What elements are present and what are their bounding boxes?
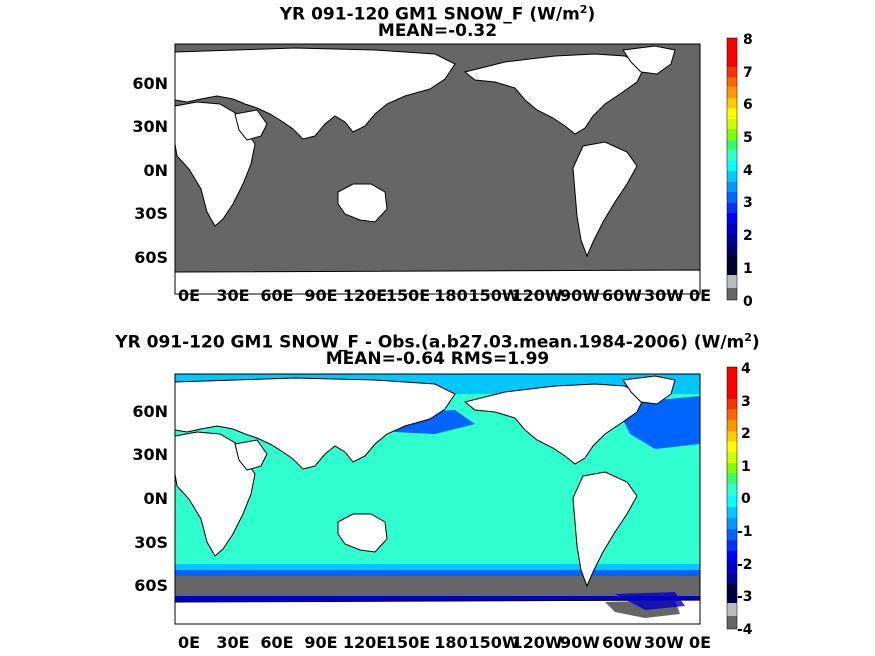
panel1-title: YR 091-120 GM1 SNOW_F (W/m2)	[279, 3, 596, 25]
lon-label: 30W	[644, 286, 684, 305]
lat-label: 60N	[132, 402, 168, 421]
colorbar-tick: 6	[743, 97, 753, 113]
colorbar-tick: 3	[743, 195, 753, 211]
lon-label: 120E	[343, 633, 387, 652]
panel1-colorbar-ticks: 8 7 6 5 4 3 2 1 0	[743, 32, 753, 310]
colorbar-tick: 0	[743, 294, 753, 310]
lon-label: 90E	[304, 633, 337, 652]
lon-label: 30W	[644, 633, 684, 652]
lon-label: 150E	[386, 633, 430, 652]
lon-label: 30E	[216, 286, 249, 305]
colorbar-tick: 4	[743, 163, 753, 179]
lon-label: 0E	[689, 633, 711, 652]
panel1-lon-labels: 0E 30E 60E 90E 120E 150E 180 150W 120W 9…	[178, 286, 711, 305]
lat-label: 30S	[134, 533, 168, 552]
panel2-lat-labels: 60N 30N 0N 30S 60S	[132, 402, 168, 595]
lon-label: 0E	[178, 633, 200, 652]
lon-label: 120E	[343, 286, 387, 305]
lon-label: 90E	[304, 286, 337, 305]
panel1-colorbar	[726, 37, 738, 301]
panel2-title: YR 091-120 GM1 SNOW_F - Obs.(a.b27.03.me…	[115, 331, 760, 353]
lon-label: 60W	[602, 633, 642, 652]
lon-label: 30E	[216, 633, 249, 652]
colorbar-tick: 2	[743, 228, 753, 244]
colorbar-tick: 0	[741, 491, 751, 507]
lat-label: 30N	[132, 117, 168, 136]
lat-label: 30S	[134, 204, 168, 223]
colorbar-tick: 8	[743, 32, 753, 48]
lat-label: 0N	[143, 161, 168, 180]
colorbar-tick: 4	[741, 361, 751, 377]
colorbar-tick: 1	[741, 459, 751, 475]
lat-label: 60N	[132, 74, 168, 93]
lon-label: 90W	[560, 633, 600, 652]
lon-label: 150E	[386, 286, 430, 305]
colorbar-tick: 7	[743, 65, 753, 81]
colorbar-tick: -2	[737, 557, 753, 573]
panel2-subtitle: MEAN=-0.64 RMS=1.99	[325, 349, 550, 369]
colorbar-tick: 3	[741, 394, 751, 410]
lat-label: 30N	[132, 445, 168, 464]
lon-label: 180	[434, 633, 467, 652]
panel2-southern-dark	[175, 596, 700, 602]
lat-label: 0N	[143, 489, 168, 508]
panel2-colorbar	[726, 366, 738, 630]
colorbar-tick: 2	[741, 426, 751, 442]
lon-label: 90W	[560, 286, 600, 305]
lon-label: 60W	[602, 286, 642, 305]
lon-label: 60E	[260, 633, 293, 652]
lat-label: 60S	[134, 248, 168, 267]
panel2-weddell-blue	[615, 592, 685, 610]
panel2-lon-labels: 0E 30E 60E 90E 120E 150E 180 150W 120W 9…	[178, 633, 711, 652]
panel2-colorbar-ticks: 4 3 2 1 0 -1 -2 -3 -4	[737, 361, 753, 638]
colorbar-tick: -3	[737, 589, 753, 605]
lon-label: 0E	[689, 286, 711, 305]
lat-label: 60S	[134, 576, 168, 595]
lon-label: 120W	[511, 633, 562, 652]
panel1-subtitle: MEAN=-0.32	[377, 21, 498, 41]
lon-label: 180	[434, 286, 467, 305]
panel2-southern-blue	[175, 570, 700, 578]
colorbar-tick: 5	[743, 130, 753, 146]
colorbar-tick: 1	[743, 261, 753, 277]
colorbar-tick: -1	[737, 524, 753, 540]
lon-label: 120W	[511, 286, 562, 305]
panel2-map	[174, 373, 701, 625]
lon-label: 150W	[468, 286, 519, 305]
colorbar-tick: -4	[737, 622, 753, 638]
lon-label: 60E	[260, 286, 293, 305]
lon-label: 150W	[468, 633, 519, 652]
panel1-map	[174, 43, 701, 295]
panel1-lat-labels: 60N 30N 0N 30S 60S	[132, 74, 168, 267]
lon-label: 0E	[178, 286, 200, 305]
